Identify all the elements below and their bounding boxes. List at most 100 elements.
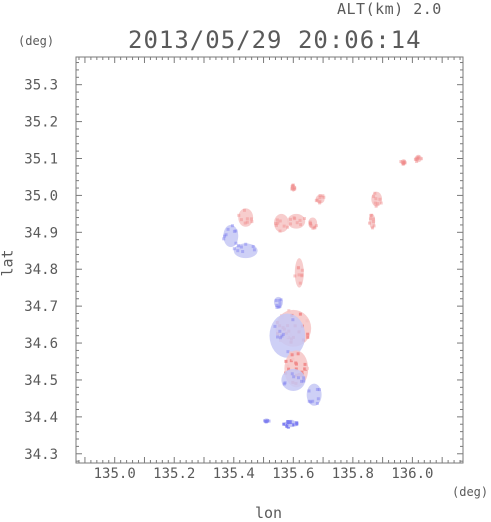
x-axis-label: lon bbox=[255, 504, 283, 522]
echo-pixel bbox=[311, 226, 315, 230]
echo-cluster bbox=[233, 243, 258, 259]
echo-pixel bbox=[289, 217, 293, 221]
echo-pixel bbox=[239, 218, 243, 222]
echo-pixel bbox=[371, 220, 375, 224]
x-tick-label: 135.0 bbox=[94, 466, 136, 482]
echo-pixel bbox=[274, 222, 278, 226]
echo-pixel bbox=[290, 187, 294, 191]
echo-pixel bbox=[300, 274, 304, 278]
tick-layer: 135.0 135.2 135.4 135.6 135.8 136.0 34.3 34.4 34… bbox=[24, 57, 463, 482]
echo-pixel bbox=[322, 195, 326, 199]
echo-pixel bbox=[273, 324, 277, 328]
echo-pixel bbox=[413, 157, 417, 161]
echo-pixel bbox=[293, 217, 297, 221]
echo-pixel bbox=[288, 420, 292, 424]
echo-pixel bbox=[309, 400, 313, 404]
echo-pixel bbox=[286, 420, 290, 424]
echo-pixel bbox=[245, 217, 249, 221]
echo-pixel bbox=[285, 424, 289, 428]
echo-pixel bbox=[239, 245, 243, 249]
echo-pixel bbox=[379, 201, 383, 205]
echo-pixel bbox=[307, 399, 311, 403]
echo-pixel bbox=[274, 298, 278, 302]
echo-pixel bbox=[321, 194, 325, 198]
echo-pixel bbox=[277, 298, 281, 302]
echo-pixel bbox=[296, 266, 300, 270]
echo-pixel bbox=[287, 424, 291, 428]
echo-pixel bbox=[293, 187, 297, 191]
echo-pixel bbox=[230, 224, 234, 228]
echo-pixel bbox=[315, 387, 319, 391]
echo-pixel bbox=[318, 201, 322, 205]
echo-cluster bbox=[223, 224, 239, 248]
echo-pixel bbox=[277, 305, 281, 309]
echo-pixel bbox=[372, 224, 376, 228]
echo-pixel bbox=[299, 223, 303, 227]
echo-pixel bbox=[286, 225, 290, 229]
echo-pixel bbox=[318, 195, 322, 199]
echo-pixel bbox=[291, 357, 295, 361]
echo-pixel bbox=[264, 419, 268, 423]
echo-pixel bbox=[298, 312, 302, 316]
echo-pixel bbox=[369, 213, 373, 217]
echo-cluster bbox=[400, 159, 407, 166]
echo-pixel bbox=[275, 335, 279, 339]
echo-pixel bbox=[275, 218, 279, 222]
echo-cluster bbox=[290, 184, 296, 192]
echo-pixel bbox=[291, 183, 295, 187]
echo-cluster bbox=[273, 213, 289, 233]
echo-pixel bbox=[245, 220, 249, 224]
echo-pixel bbox=[306, 335, 310, 339]
echo-pixel bbox=[313, 225, 317, 229]
echo-pixel bbox=[241, 250, 245, 254]
echo-pixel bbox=[373, 201, 377, 205]
echo-pixel bbox=[415, 157, 419, 161]
echo-pixel bbox=[232, 247, 236, 251]
echo-pixel bbox=[372, 195, 376, 199]
echo-pixel bbox=[282, 382, 286, 386]
echo-pixel bbox=[402, 162, 406, 166]
echo-pixel bbox=[234, 229, 238, 233]
echo-pixel bbox=[296, 376, 300, 380]
echo-pixel bbox=[309, 222, 313, 226]
echo-pixel bbox=[237, 244, 241, 248]
echo-pixel bbox=[292, 216, 296, 220]
echo-pixel bbox=[278, 302, 282, 306]
echo-pixel bbox=[300, 370, 304, 374]
echo-pixel bbox=[313, 226, 317, 230]
echo-cluster bbox=[369, 213, 376, 229]
echo-pixel bbox=[291, 186, 295, 190]
echo-pixel bbox=[291, 318, 295, 322]
echo-pixel bbox=[265, 419, 269, 423]
echo-pixel bbox=[222, 237, 226, 241]
y-tick-label: 34.9 bbox=[24, 225, 58, 241]
x-tick-label: 135.2 bbox=[153, 466, 195, 482]
echo-pixel bbox=[286, 364, 290, 368]
echo-pixel bbox=[276, 221, 280, 225]
y-tick-label: 35.3 bbox=[24, 78, 58, 94]
echo-pixel bbox=[314, 224, 318, 228]
echo-pixel bbox=[266, 419, 270, 423]
cluster-layer bbox=[222, 154, 423, 429]
y-tick-label: 34.4 bbox=[24, 410, 58, 426]
echo-pixel bbox=[232, 229, 236, 233]
echo-pixel bbox=[304, 367, 308, 371]
echo-pixel bbox=[278, 336, 282, 340]
y-tick-label: 35.1 bbox=[24, 152, 58, 168]
echo-pixel bbox=[318, 199, 322, 203]
echo-pixel bbox=[295, 221, 299, 225]
y-tick-label: 34.8 bbox=[24, 262, 58, 278]
echo-pixel bbox=[416, 157, 420, 161]
echo-pixel bbox=[415, 160, 419, 164]
echo-pixel bbox=[279, 298, 283, 302]
echo-pixel bbox=[284, 359, 288, 363]
echo-cluster bbox=[306, 383, 322, 406]
echo-pixel bbox=[307, 389, 311, 393]
echo-pixel bbox=[249, 217, 253, 221]
echo-cluster bbox=[287, 213, 306, 229]
echo-pixel bbox=[236, 249, 240, 253]
echo-pixel bbox=[289, 423, 293, 427]
echo-pixel bbox=[414, 157, 418, 161]
echo-pixel bbox=[402, 160, 406, 164]
